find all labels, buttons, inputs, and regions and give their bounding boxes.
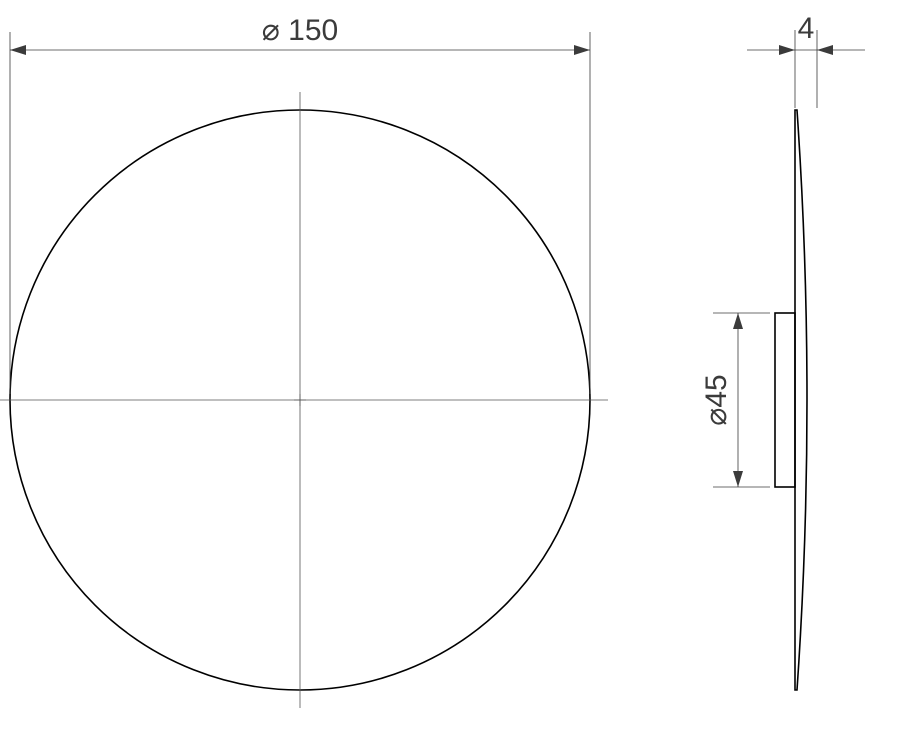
dim150-label: ⌀ 150: [262, 14, 338, 47]
side-profile: [795, 110, 807, 690]
dim45-label: ⌀45: [700, 374, 733, 425]
dim4-label: 4: [798, 12, 815, 45]
hub-rect: [775, 313, 795, 487]
diameter-symbol: ⌀: [700, 408, 733, 426]
